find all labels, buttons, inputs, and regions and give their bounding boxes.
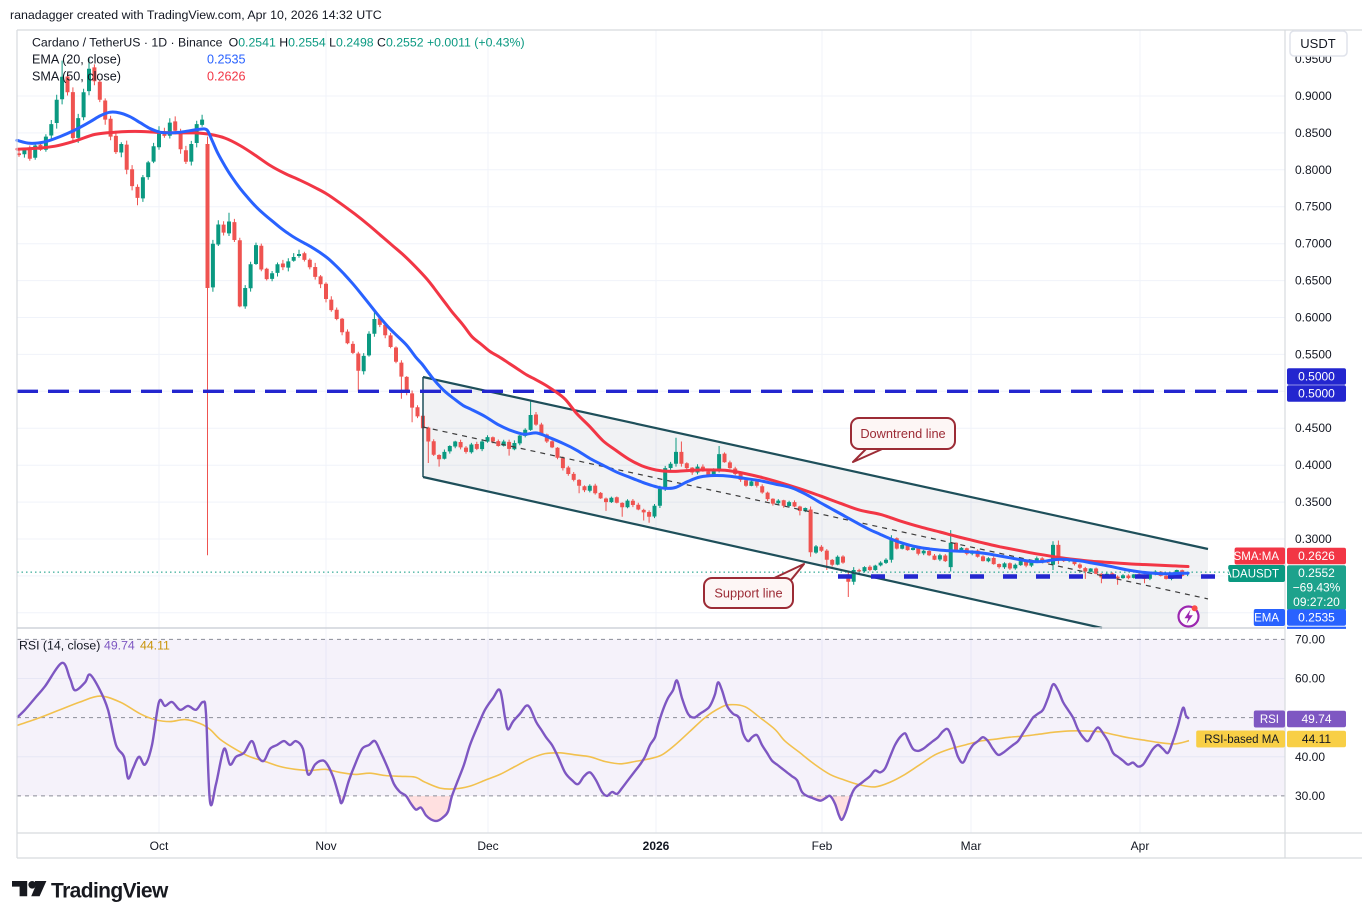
svg-text:30.00: 30.00 bbox=[1295, 789, 1325, 803]
svg-text:0.2552: 0.2552 bbox=[1298, 566, 1335, 580]
svg-text:0.4000: 0.4000 bbox=[1295, 458, 1332, 472]
svg-text:0.5000: 0.5000 bbox=[1298, 369, 1335, 383]
svg-text:44.11: 44.11 bbox=[1302, 732, 1331, 746]
svg-text:EMA: EMA bbox=[1254, 613, 1279, 625]
svg-text:SMA:MA: SMA:MA bbox=[1234, 551, 1280, 563]
svg-text:0.8000: 0.8000 bbox=[1295, 163, 1332, 177]
svg-text:USDT: USDT bbox=[1300, 36, 1335, 51]
svg-text:09:27:20: 09:27:20 bbox=[1293, 595, 1340, 609]
svg-text:RSI-based MA: RSI-based MA bbox=[1204, 734, 1279, 746]
svg-text:−69.43%: −69.43% bbox=[1293, 581, 1341, 595]
svg-text:Feb: Feb bbox=[812, 839, 833, 853]
svg-text:0.6000: 0.6000 bbox=[1295, 311, 1332, 325]
svg-text:70.00: 70.00 bbox=[1295, 632, 1325, 646]
svg-text:60.00: 60.00 bbox=[1295, 672, 1325, 686]
svg-text:49.74: 49.74 bbox=[1301, 712, 1331, 726]
svg-text:Nov: Nov bbox=[315, 839, 336, 853]
svg-text:0.5500: 0.5500 bbox=[1295, 347, 1332, 361]
svg-text:0.5000: 0.5000 bbox=[1298, 386, 1335, 400]
svg-text:Dec: Dec bbox=[477, 839, 498, 853]
svg-text:40.00: 40.00 bbox=[1295, 750, 1325, 764]
svg-text:RSI: RSI bbox=[1260, 714, 1279, 726]
svg-text:0.3500: 0.3500 bbox=[1295, 495, 1332, 509]
svg-text:0.2535: 0.2535 bbox=[1298, 611, 1335, 625]
svg-text:ADAUSDT: ADAUSDT bbox=[1224, 569, 1279, 581]
svg-text:0.6500: 0.6500 bbox=[1295, 274, 1332, 288]
svg-text:Cardano / TetherUS · 1D · Bina: Cardano / TetherUS · 1D · Binance O0.254… bbox=[32, 36, 525, 50]
svg-text:Oct: Oct bbox=[150, 839, 169, 853]
svg-text:2026: 2026 bbox=[643, 839, 670, 853]
svg-text:Apr: Apr bbox=[1131, 839, 1150, 853]
svg-text:0.3000: 0.3000 bbox=[1295, 532, 1332, 546]
svg-text:0.7000: 0.7000 bbox=[1295, 237, 1332, 251]
svg-text:0.4500: 0.4500 bbox=[1295, 421, 1332, 435]
svg-text:Support line: Support line bbox=[714, 586, 782, 601]
svg-text:ranadagger created with Tradin: ranadagger created with TradingView.com,… bbox=[10, 8, 382, 22]
svg-text:0.2626: 0.2626 bbox=[1298, 549, 1335, 563]
svg-text:Downtrend line: Downtrend line bbox=[860, 426, 945, 441]
svg-text:0.8500: 0.8500 bbox=[1295, 126, 1332, 140]
svg-text:TradingView: TradingView bbox=[51, 880, 169, 903]
svg-text:0.9000: 0.9000 bbox=[1295, 89, 1332, 103]
svg-text:Mar: Mar bbox=[961, 839, 982, 853]
svg-text:0.7500: 0.7500 bbox=[1295, 200, 1332, 214]
